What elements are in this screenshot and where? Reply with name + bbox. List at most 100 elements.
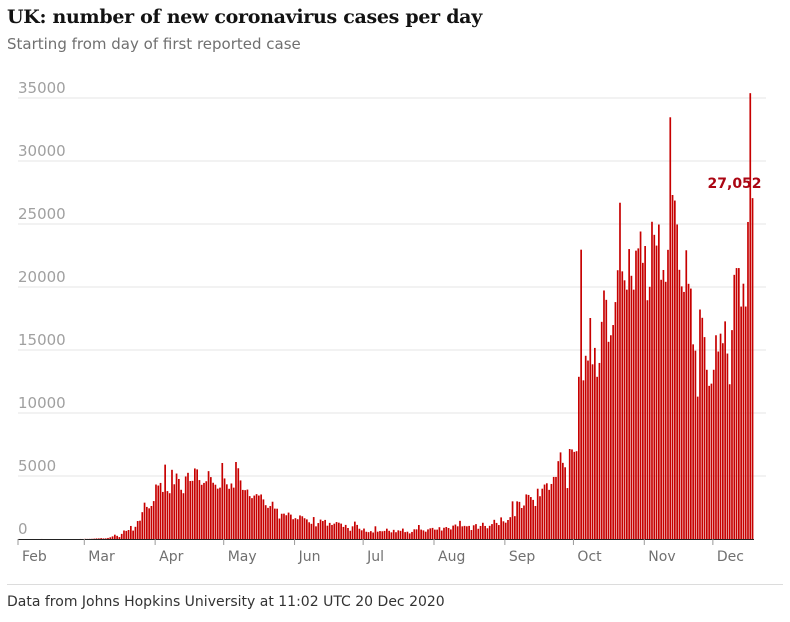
bar — [591, 364, 594, 539]
x-tick-label: Mar — [88, 549, 115, 565]
bar — [523, 505, 525, 539]
y-tick-label: 35000 — [18, 79, 66, 97]
bar — [587, 360, 589, 539]
bar — [637, 248, 640, 539]
bar — [436, 529, 438, 539]
x-tick-label: Jun — [298, 549, 321, 565]
bar — [669, 117, 672, 539]
bar — [146, 506, 148, 539]
bar — [171, 469, 173, 539]
bar — [539, 496, 541, 539]
bar — [196, 469, 198, 539]
bar — [740, 306, 742, 539]
bar — [184, 476, 187, 539]
bar — [397, 530, 400, 539]
bar — [598, 362, 601, 539]
x-tick-label: Nov — [648, 549, 675, 565]
bar — [388, 530, 390, 539]
bar — [246, 489, 249, 539]
bar — [166, 491, 169, 539]
bar — [546, 483, 548, 539]
latest-value-label: 27,052 — [708, 176, 762, 192]
bar — [367, 532, 370, 539]
bar — [690, 288, 692, 539]
bar — [308, 522, 310, 539]
bar — [607, 341, 610, 539]
bar — [125, 530, 128, 539]
bar — [157, 485, 160, 539]
bar — [644, 246, 646, 539]
bar — [358, 528, 361, 539]
bar — [706, 369, 708, 539]
bar — [248, 496, 251, 539]
footer-divider — [7, 584, 783, 585]
bar — [472, 525, 475, 539]
bar — [712, 369, 715, 539]
bar — [210, 477, 212, 539]
bar — [468, 525, 470, 539]
bar — [710, 383, 713, 539]
bar — [363, 528, 365, 539]
bar — [406, 531, 409, 539]
bar — [477, 528, 480, 539]
bar — [660, 279, 662, 539]
bar — [262, 499, 265, 539]
bar — [322, 521, 324, 539]
annotations: 27,052 — [708, 176, 762, 192]
bar — [431, 527, 434, 539]
bar — [136, 521, 139, 539]
bar — [269, 506, 272, 539]
bar — [642, 262, 644, 539]
bar — [413, 529, 416, 539]
bar — [360, 530, 363, 539]
bar — [635, 250, 637, 539]
bar — [237, 468, 240, 539]
bar — [552, 476, 555, 539]
bar — [290, 514, 292, 539]
bar — [303, 518, 306, 539]
bar — [534, 505, 537, 539]
bar — [226, 484, 228, 539]
bar — [95, 538, 98, 539]
bar — [696, 396, 699, 539]
bar — [310, 523, 313, 539]
bar — [653, 234, 656, 539]
bar — [315, 526, 317, 539]
bar — [648, 286, 651, 539]
bar — [347, 527, 349, 539]
x-tick-label: Apr — [159, 549, 183, 565]
bar — [235, 462, 237, 539]
bar — [120, 533, 123, 539]
bar — [404, 532, 406, 539]
bar — [680, 286, 683, 539]
bar — [548, 489, 550, 539]
bar — [664, 281, 667, 539]
bar — [504, 522, 507, 539]
bar — [715, 335, 717, 539]
bar — [328, 522, 331, 539]
bar — [584, 355, 587, 539]
bar — [356, 524, 358, 539]
x-tick-label: Dec — [717, 549, 744, 565]
bar — [159, 482, 162, 539]
bar — [674, 200, 676, 539]
bar — [703, 337, 706, 539]
bar — [733, 274, 736, 539]
bar — [683, 291, 685, 539]
bar — [701, 317, 704, 539]
bar — [619, 202, 621, 540]
bar — [630, 275, 633, 539]
bar — [212, 482, 214, 539]
bar — [678, 269, 681, 539]
bar — [466, 526, 468, 539]
bar — [605, 299, 608, 539]
bar — [422, 530, 425, 539]
bar — [498, 525, 500, 539]
bar — [575, 451, 578, 539]
bar — [578, 376, 580, 539]
chart-title: UK: number of new coronavirus cases per … — [7, 6, 482, 28]
bar — [495, 522, 498, 539]
bar — [443, 527, 445, 539]
bar — [559, 452, 562, 539]
bar — [557, 461, 560, 539]
